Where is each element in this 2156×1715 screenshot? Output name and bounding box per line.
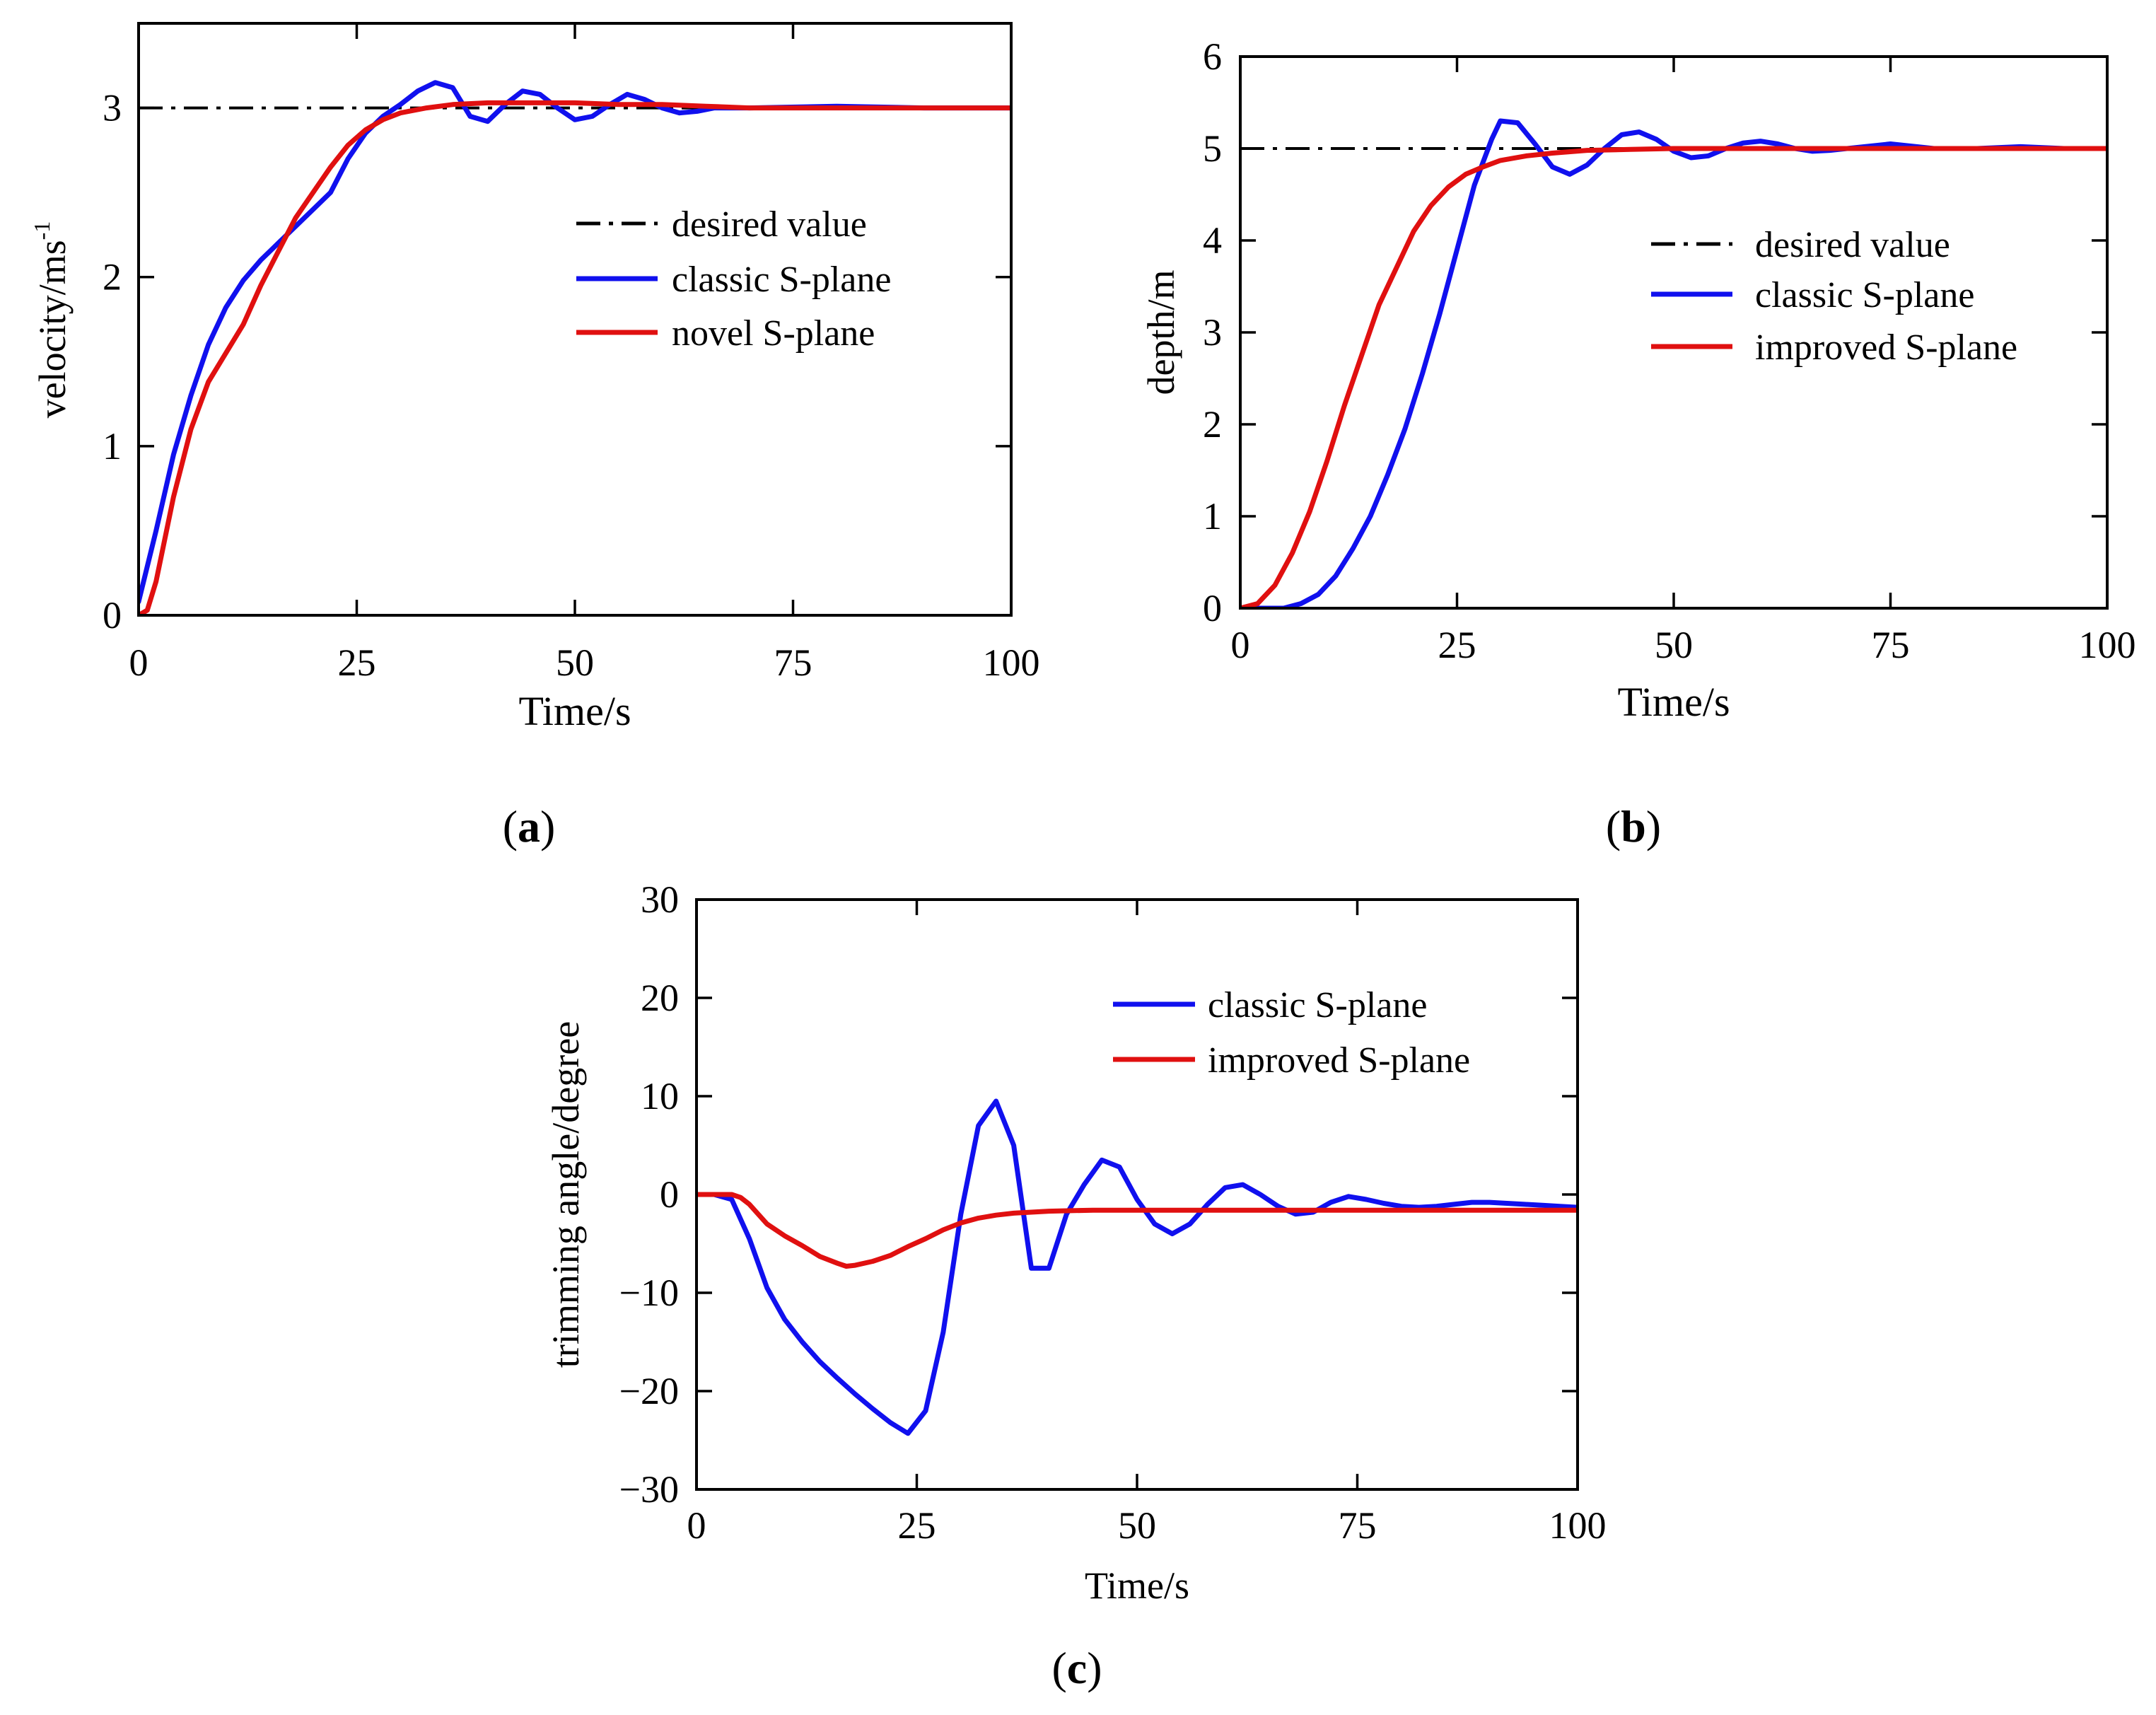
chart-a-legend-label-novel: novel S-plane [672, 313, 875, 354]
chart-panel-a: 0 25 50 75 100 0 1 2 3 Time/s velocity/ms-1 des… [29, 22, 1040, 851]
chart-panel-b: 0 25 50 75 100 0 1 2 3 4 5 6 Time/s depth/m desire… [1140, 35, 2136, 851]
y-tick-label: 0 [660, 1173, 679, 1216]
x-tick-label: 25 [338, 641, 376, 684]
y-tick-label: 30 [641, 878, 679, 921]
chart-a-y-tick-labels: 0 1 2 3 [103, 87, 122, 636]
y-tick-label: 0 [103, 594, 122, 636]
chart-a-x-axis-title: Time/s [518, 688, 631, 734]
chart-a-legend: desired value classic S-plane novel S-pl… [576, 204, 891, 354]
chart-a-series [139, 80, 1011, 615]
series-line-improved-s-plane [697, 1192, 1578, 1269]
x-tick-label: 50 [556, 641, 594, 684]
x-tick-label: 75 [1872, 624, 1910, 666]
y-tick-label: 1 [1203, 495, 1222, 537]
chart-a-legend-label-classic: classic S-plane [672, 260, 891, 300]
x-tick-label: 25 [1438, 624, 1476, 666]
chart-c-legend-label-classic: classic S-plane [1208, 985, 1427, 1025]
x-tick-label: 75 [774, 641, 812, 684]
series-line-novel-s-plane [139, 100, 1011, 615]
y-tick-label: 4 [1203, 219, 1222, 262]
chart-b-legend: desired value classic S-plane improved S… [1651, 225, 2017, 368]
chart-b-panel-label: (b) [1606, 801, 1661, 851]
series-line-classic-s-plane [139, 80, 1011, 605]
x-tick-label: 100 [2079, 624, 2136, 666]
y-tick-label: −20 [619, 1370, 679, 1412]
y-tick-label: 0 [1203, 587, 1222, 629]
y-tick-label: −30 [619, 1468, 679, 1511]
chart-a-frame [137, 22, 1013, 617]
y-tick-label: 5 [1203, 127, 1222, 170]
chart-a-x-tick-labels: 0 25 50 75 100 [129, 641, 1040, 684]
chart-c-x-tick-labels: 0 25 50 75 100 [687, 1504, 1607, 1547]
chart-c-y-tick-labels: −30 −20 −10 0 10 20 30 [619, 878, 679, 1511]
y-tick-label: 2 [103, 256, 122, 298]
chart-b-legend-label-desired: desired value [1755, 225, 1950, 265]
chart-b-series [1240, 118, 2107, 608]
x-tick-label: 100 [1549, 1504, 1607, 1547]
chart-b-panel-letter: b [1621, 801, 1646, 851]
y-tick-label: 2 [1203, 403, 1222, 446]
chart-panel-c: 0 25 50 75 100 −30 −20 −10 0 10 20 30 Time/s trimm… [544, 878, 1607, 1693]
chart-c-panel-label: (c) [1051, 1643, 1102, 1693]
y-tick-label: 3 [1203, 311, 1222, 354]
chart-b-legend-label-classic: classic S-plane [1755, 275, 1974, 315]
chart-a-y-axis-title: velocity/ms-1 [29, 221, 74, 419]
x-tick-label: 50 [1655, 624, 1693, 666]
chart-a-panel-label: (a) [503, 801, 556, 851]
chart-c-series [697, 1098, 1578, 1436]
x-tick-label: 100 [983, 641, 1040, 684]
chart-c-frame [695, 898, 1579, 1491]
x-tick-label: 50 [1118, 1504, 1156, 1547]
y-tick-label: 10 [641, 1075, 679, 1117]
chart-b-frame [1239, 55, 2109, 610]
chart-c-legend: classic S-plane improved S-plane [1113, 985, 1470, 1081]
y-tick-label: −10 [619, 1272, 679, 1314]
y-tick-label: 1 [103, 425, 122, 467]
chart-c-x-axis-title: Time/s [1085, 1564, 1189, 1607]
chart-c-y-axis-title: trimming angle/degree [544, 1021, 587, 1368]
y-tick-label: 6 [1203, 35, 1222, 78]
chart-b-x-tick-labels: 0 25 50 75 100 [1231, 624, 2136, 666]
x-tick-label: 0 [687, 1504, 706, 1547]
x-tick-label: 0 [1231, 624, 1250, 666]
chart-a-ticks [137, 23, 1013, 617]
series-line-classic-s-plane [697, 1098, 1578, 1436]
chart-a-y-axis-title-main: velocity/ms [31, 240, 74, 418]
chart-b-x-axis-title: Time/s [1617, 679, 1730, 725]
y-tick-label: 3 [103, 87, 122, 129]
x-tick-label: 25 [898, 1504, 936, 1547]
chart-a-y-axis-title-superscript: -1 [29, 221, 54, 240]
chart-a-legend-label-desired: desired value [672, 204, 867, 245]
chart-b-legend-label-improved: improved S-plane [1755, 327, 2017, 368]
y-tick-label: 20 [641, 977, 679, 1019]
x-tick-label: 75 [1339, 1504, 1377, 1547]
chart-b-y-axis-title: depth/m [1140, 270, 1182, 395]
x-tick-label: 0 [129, 641, 148, 684]
chart-c-panel-letter: c [1067, 1643, 1087, 1693]
chart-b-y-tick-labels: 0 1 2 3 4 5 6 [1203, 35, 1222, 629]
chart-c-legend-label-improved: improved S-plane [1208, 1040, 1470, 1081]
chart-a-panel-letter: a [518, 801, 540, 851]
series-line-improved-s-plane [1240, 146, 2107, 608]
